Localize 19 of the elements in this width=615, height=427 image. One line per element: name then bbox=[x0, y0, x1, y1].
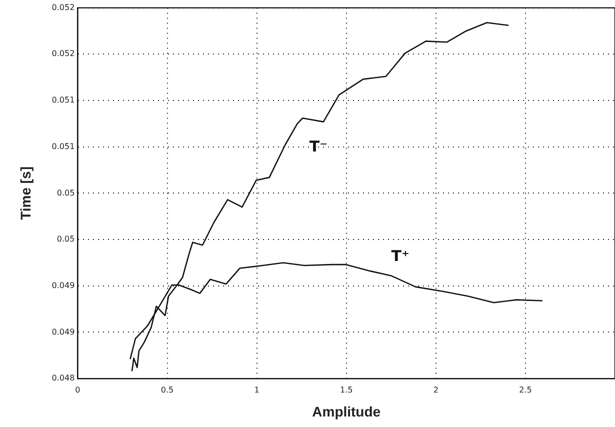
y-tick-label: 0.05 bbox=[56, 188, 75, 198]
x-tick-label: 0.5 bbox=[160, 385, 174, 394]
annotation: T⁻ bbox=[309, 138, 328, 156]
x-tick-label: 0 bbox=[75, 385, 80, 394]
y-tick-label: 0.051 bbox=[52, 96, 75, 105]
x-axis-title: Amplitude bbox=[312, 403, 381, 420]
y-tick-label: 0.052 bbox=[52, 2, 75, 12]
y-tick-label: 0.049 bbox=[52, 327, 75, 336]
x-tick-label: 1.5 bbox=[340, 385, 353, 394]
x-tick-label: 2 bbox=[433, 385, 438, 394]
x-tick-label: 1 bbox=[254, 385, 260, 394]
y-axis-title: Time [s] bbox=[17, 166, 34, 220]
y-tick-label: 0.049 bbox=[52, 280, 75, 290]
y-tick-label: 0.05 bbox=[56, 234, 75, 244]
y-tick-label: 0.051 bbox=[52, 142, 75, 151]
y-tick-label: 0.052 bbox=[52, 49, 75, 58]
x-tick-label: 2.5 bbox=[519, 385, 532, 394]
y-tick-label: 0.048 bbox=[52, 374, 75, 383]
annotation: T⁺ bbox=[391, 246, 410, 265]
